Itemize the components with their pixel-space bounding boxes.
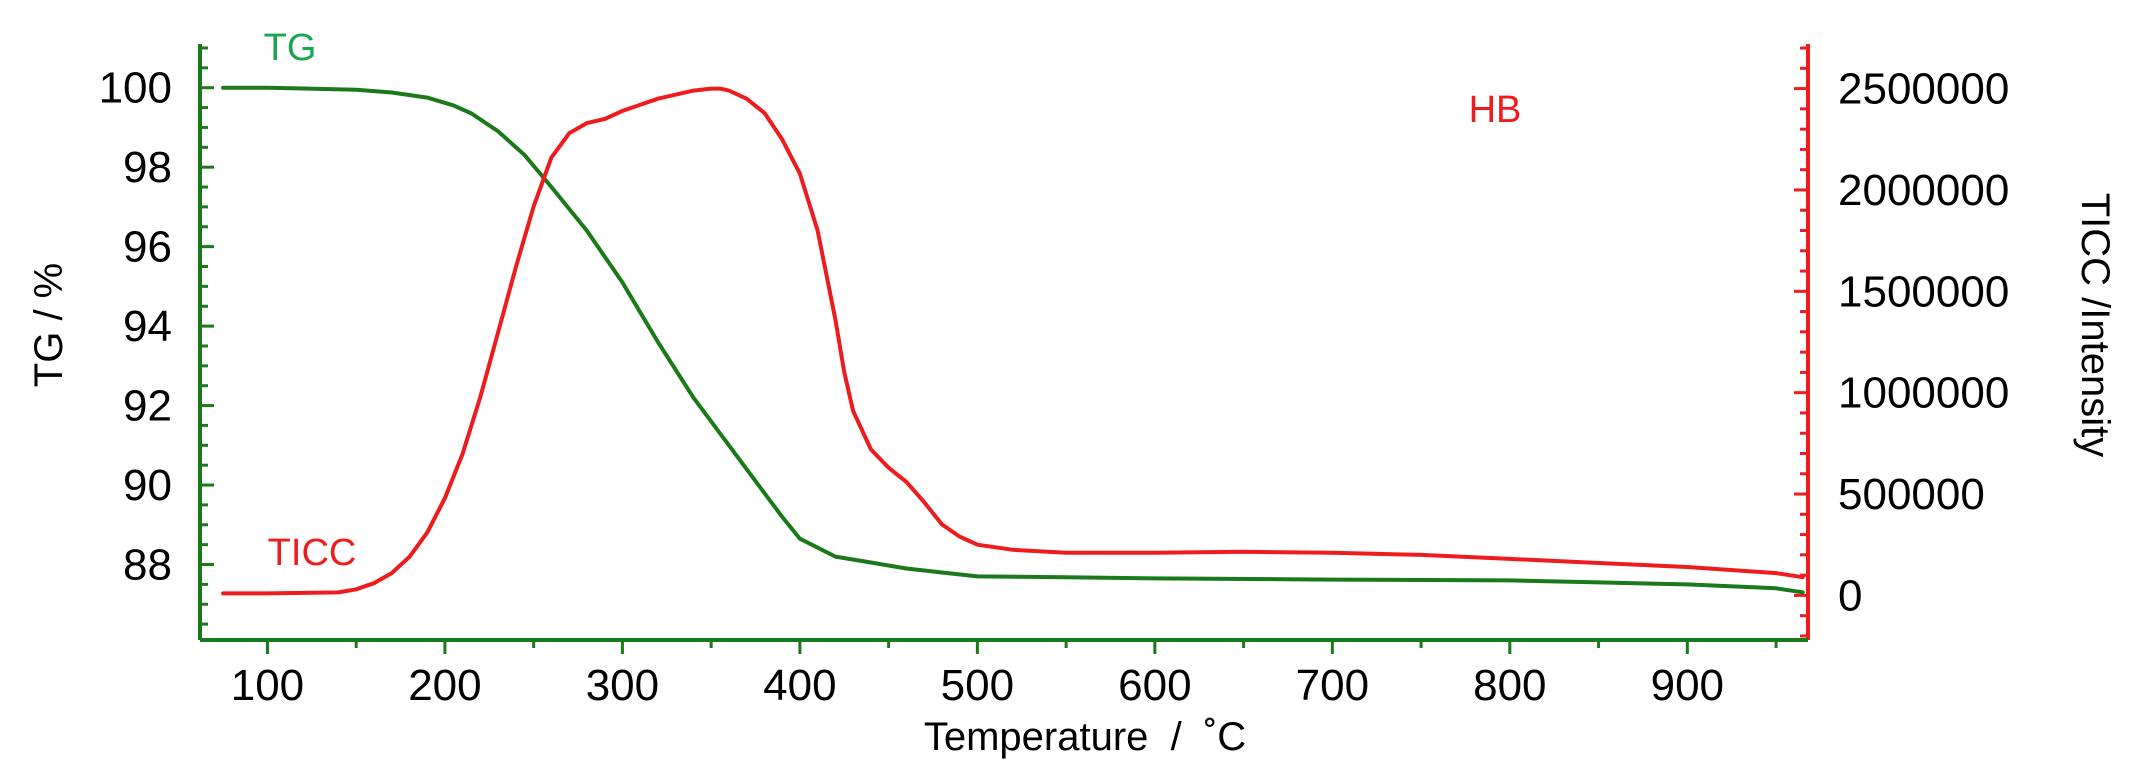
x-tick-label: 800 xyxy=(1473,661,1546,710)
y-left-tick-label: 96 xyxy=(123,223,172,272)
y-left-tick-label: 100 xyxy=(99,64,172,113)
tg-series-line xyxy=(221,85,1805,595)
y-left-tick-label: 98 xyxy=(123,143,172,192)
ticc-annotation: TICC xyxy=(268,532,357,574)
tg-annotation: TG xyxy=(264,27,317,69)
y-right-tick-label: 1000000 xyxy=(1838,369,2009,418)
x-tick-label: 700 xyxy=(1296,661,1369,710)
y-right-tick-label: 0 xyxy=(1838,571,1862,620)
x-tick-label: 100 xyxy=(231,661,304,710)
x-tick-label: 500 xyxy=(941,661,1014,710)
y-right-tick-label: 1500000 xyxy=(1838,267,2009,316)
x-tick-label: 900 xyxy=(1651,661,1724,710)
hb-annotation: HB xyxy=(1469,89,1522,131)
axes-layer: 100 200 300 400 500 600 700 800 900 88 90 92 94 96 98 1… xyxy=(99,44,2009,710)
ticc-series-line xyxy=(221,86,1805,596)
series-layer xyxy=(221,85,1805,596)
y-left-tick-label: 88 xyxy=(123,541,172,590)
x-axis-title: Temperature / ˚C xyxy=(924,715,1246,759)
x-tick-label: 300 xyxy=(586,661,659,710)
y-right-tick-label: 2000000 xyxy=(1838,166,2009,215)
y-right-tick-label: 2500000 xyxy=(1838,65,2009,114)
y-right-tick-label: 500000 xyxy=(1838,470,1985,519)
y-left-tick-label: 94 xyxy=(123,302,172,351)
y-right-axis-title: TICC /Intensity xyxy=(2073,193,2117,458)
x-tick-label: 200 xyxy=(408,661,481,710)
y-left-axis-title: TG / % xyxy=(27,263,71,387)
y-left-tick-label: 90 xyxy=(123,461,172,510)
y-left-tick-label: 92 xyxy=(123,382,172,431)
x-tick-label: 600 xyxy=(1118,661,1191,710)
x-tick-label: 400 xyxy=(763,661,836,710)
